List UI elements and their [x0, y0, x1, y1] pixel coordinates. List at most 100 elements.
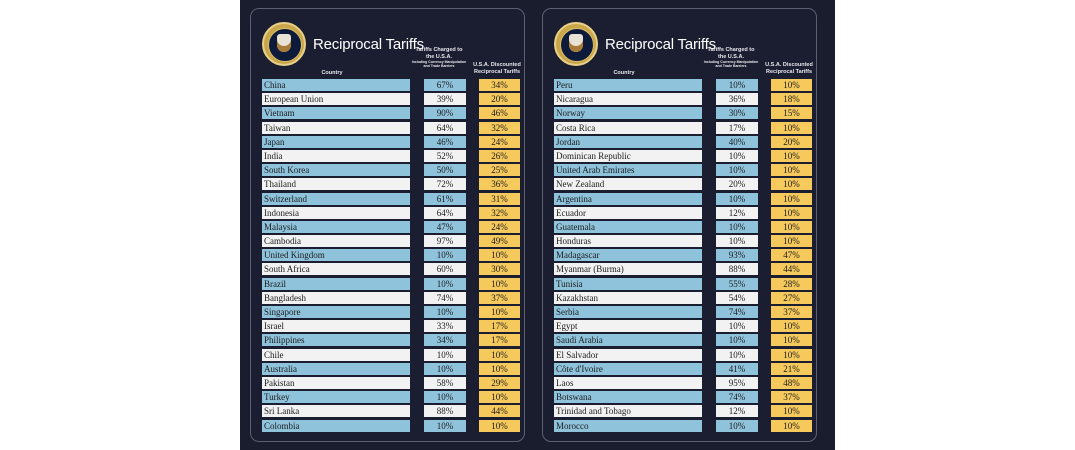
tariff-charged-cell: 36%: [716, 93, 758, 106]
table-row: Laos 95% 48%: [543, 376, 818, 390]
country-cell: Peru: [554, 79, 702, 91]
tariff-charged-cell: 46%: [424, 135, 466, 148]
table-row: United Kingdom 10% 10%: [251, 248, 526, 262]
discounted-tariff-cell: 31%: [479, 192, 520, 205]
country-cell: Philippines: [262, 334, 410, 347]
header-tariffs-charged: Tariffs Charged to the U.S.A. Including …: [411, 47, 467, 68]
tariff-charged-cell: 55%: [716, 277, 758, 290]
tariff-charged-cell: 61%: [424, 192, 466, 205]
tariff-charged-cell: 64%: [424, 206, 466, 219]
right-tariff-panel: Reciprocal Tariffs Tariffs Charged to th…: [542, 8, 817, 442]
tariff-charged-cell: 30%: [716, 107, 758, 120]
country-cell: Colombia: [262, 419, 410, 432]
discounted-tariff-cell: 10%: [771, 320, 812, 333]
tariff-charged-cell: 10%: [424, 391, 466, 404]
discounted-tariff-cell: 44%: [479, 405, 520, 418]
discounted-tariff-cell: 10%: [771, 149, 812, 162]
tariff-charged-cell: 10%: [716, 79, 758, 91]
discounted-tariff-cell: 21%: [771, 362, 812, 375]
tariff-charged-cell: 95%: [716, 376, 758, 389]
table-row: Serbia 74% 37%: [543, 305, 818, 319]
country-cell: South Africa: [262, 263, 410, 276]
tariff-charged-cell: 74%: [716, 306, 758, 318]
discounted-tariff-cell: 10%: [479, 362, 520, 375]
table-row: Brazil 10% 10%: [251, 277, 526, 291]
discounted-tariff-cell: 24%: [479, 220, 520, 233]
discounted-tariff-cell: 20%: [479, 93, 520, 106]
country-cell: Honduras: [554, 235, 702, 248]
table-row: Colombia 10% 10%: [251, 419, 526, 433]
country-cell: China: [262, 79, 410, 91]
tariff-charged-cell: 50%: [424, 164, 466, 177]
table-row: Tunisia 55% 28%: [543, 277, 818, 291]
table-row: Singapore 10% 10%: [251, 305, 526, 319]
header-tariffs-charged-sub: Including Currency Manipulation and Trad…: [411, 60, 467, 69]
discounted-tariff-cell: 10%: [771, 334, 812, 347]
country-cell: Kazakhstan: [554, 291, 702, 304]
discounted-tariff-cell: 18%: [771, 93, 812, 106]
table-row: Myanmar (Burma) 88% 44%: [543, 262, 818, 276]
table-row: Côte d'Ivoire 41% 21%: [543, 362, 818, 376]
discounted-tariff-cell: 10%: [479, 249, 520, 262]
header-country: Country: [613, 70, 635, 76]
country-cell: Côte d'Ivoire: [554, 362, 702, 375]
table-row: Costa Rica 17% 10%: [543, 121, 818, 135]
country-cell: Thailand: [262, 178, 410, 191]
country-cell: Costa Rica: [554, 121, 702, 134]
discounted-tariff-cell: 26%: [479, 149, 520, 162]
tariff-charged-cell: 88%: [424, 405, 466, 418]
discounted-tariff-cell: 47%: [771, 249, 812, 262]
country-cell: Israel: [262, 320, 410, 333]
table-row: Thailand 72% 36%: [251, 177, 526, 191]
discounted-tariff-cell: 10%: [771, 178, 812, 191]
table-row: Indonesia 64% 32%: [251, 206, 526, 220]
country-cell: Trinidad and Tobago: [554, 405, 702, 418]
country-cell: Chile: [262, 348, 410, 361]
country-cell: Nicaragua: [554, 93, 702, 106]
country-cell: Bangladesh: [262, 291, 410, 304]
country-cell: Dominican Republic: [554, 149, 702, 162]
tariff-charged-cell: 52%: [424, 149, 466, 162]
table-row: Pakistan 58% 29%: [251, 376, 526, 390]
country-cell: Jordan: [554, 135, 702, 148]
table-row: Philippines 34% 17%: [251, 333, 526, 347]
header-discounted-tariffs: U.S.A. Discounted Reciprocal Tariffs: [765, 62, 813, 75]
discounted-tariff-cell: 32%: [479, 206, 520, 219]
tariff-charged-cell: 10%: [424, 277, 466, 290]
country-cell: United Kingdom: [262, 249, 410, 262]
tariff-charged-cell: 34%: [424, 334, 466, 347]
table-row: Jordan 40% 20%: [543, 135, 818, 149]
table-row: Chile 10% 10%: [251, 348, 526, 362]
table-row: South Korea 50% 25%: [251, 163, 526, 177]
tariff-charged-cell: 10%: [716, 348, 758, 361]
table-row: Egypt 10% 10%: [543, 319, 818, 333]
table-row: India 52% 26%: [251, 149, 526, 163]
country-cell: Argentina: [554, 192, 702, 205]
country-cell: United Arab Emirates: [554, 164, 702, 177]
discounted-tariff-cell: 10%: [479, 391, 520, 404]
tariff-charged-cell: 17%: [716, 121, 758, 134]
tariff-charged-cell: 10%: [716, 235, 758, 248]
tariff-charged-cell: 10%: [716, 334, 758, 347]
header-country: Country: [321, 70, 343, 76]
tariff-charged-cell: 64%: [424, 121, 466, 134]
country-cell: Taiwan: [262, 121, 410, 134]
country-cell: Myanmar (Burma): [554, 263, 702, 276]
table-row: Vietnam 90% 46%: [251, 106, 526, 120]
table-row: Turkey 10% 10%: [251, 390, 526, 404]
panel-title: Reciprocal Tariffs: [605, 36, 716, 53]
tariff-charged-cell: 10%: [716, 419, 758, 432]
discounted-tariff-cell: 32%: [479, 121, 520, 134]
country-cell: Australia: [262, 362, 410, 375]
tariff-charged-cell: 72%: [424, 178, 466, 191]
discounted-tariff-cell: 10%: [771, 235, 812, 248]
discounted-tariff-cell: 36%: [479, 178, 520, 191]
discounted-tariff-cell: 25%: [479, 164, 520, 177]
header-discounted-tariffs: U.S.A. Discounted Reciprocal Tariffs: [473, 62, 521, 75]
discounted-tariff-cell: 10%: [771, 164, 812, 177]
discounted-tariff-cell: 48%: [771, 376, 812, 389]
country-cell: Japan: [262, 135, 410, 148]
table-row: Honduras 10% 10%: [543, 234, 818, 248]
tariff-charged-cell: 40%: [716, 135, 758, 148]
tariff-charged-cell: 67%: [424, 79, 466, 91]
